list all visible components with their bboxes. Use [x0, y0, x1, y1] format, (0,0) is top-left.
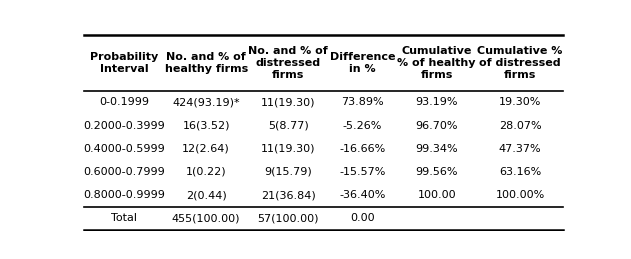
Text: 424(93.19)*: 424(93.19)* [172, 97, 240, 107]
Text: 5(8.77): 5(8.77) [268, 121, 309, 131]
Text: 57(100.00): 57(100.00) [257, 213, 319, 223]
Text: 455(100.00): 455(100.00) [172, 213, 240, 223]
Text: -36.40%: -36.40% [339, 190, 386, 200]
Text: -16.66%: -16.66% [339, 144, 386, 154]
Text: 12(2.64): 12(2.64) [182, 144, 230, 154]
Text: 16(3.52): 16(3.52) [182, 121, 230, 131]
Text: Difference
in %: Difference in % [330, 52, 395, 74]
Text: Probability
Interval: Probability Interval [90, 52, 158, 74]
Text: No. and % of
distressed
firms: No. and % of distressed firms [249, 46, 328, 80]
Text: 19.30%: 19.30% [499, 97, 541, 107]
Text: 21(36.84): 21(36.84) [261, 190, 316, 200]
Text: Cumulative %
of distressed
firms: Cumulative % of distressed firms [477, 46, 563, 80]
Text: 0.8000-0.9999: 0.8000-0.9999 [83, 190, 165, 200]
Text: 63.16%: 63.16% [499, 167, 541, 177]
Text: Total: Total [111, 213, 137, 223]
Text: 0.2000-0.3999: 0.2000-0.3999 [83, 121, 165, 131]
Text: 100.00%: 100.00% [495, 190, 545, 200]
Text: -15.57%: -15.57% [339, 167, 386, 177]
Text: 100.00: 100.00 [417, 190, 456, 200]
Text: 99.34%: 99.34% [415, 144, 458, 154]
Text: 93.19%: 93.19% [415, 97, 458, 107]
Text: 73.89%: 73.89% [341, 97, 384, 107]
Text: 28.07%: 28.07% [498, 121, 541, 131]
Text: 0.6000-0.7999: 0.6000-0.7999 [83, 167, 165, 177]
Text: 0-0.1999: 0-0.1999 [99, 97, 149, 107]
Text: -5.26%: -5.26% [343, 121, 382, 131]
Text: Cumulative
% of healthy
firms: Cumulative % of healthy firms [398, 46, 476, 80]
Text: 2(0.44): 2(0.44) [186, 190, 227, 200]
Text: 99.56%: 99.56% [415, 167, 458, 177]
Text: 11(19.30): 11(19.30) [261, 144, 316, 154]
Text: 9(15.79): 9(15.79) [264, 167, 312, 177]
Text: No. and % of
healthy firms: No. and % of healthy firms [165, 52, 248, 74]
Text: 1(0.22): 1(0.22) [186, 167, 227, 177]
Text: 96.70%: 96.70% [415, 121, 458, 131]
Text: 47.37%: 47.37% [498, 144, 541, 154]
Text: 0.4000-0.5999: 0.4000-0.5999 [83, 144, 165, 154]
Text: 11(19.30): 11(19.30) [261, 97, 316, 107]
Text: 0.00: 0.00 [350, 213, 375, 223]
